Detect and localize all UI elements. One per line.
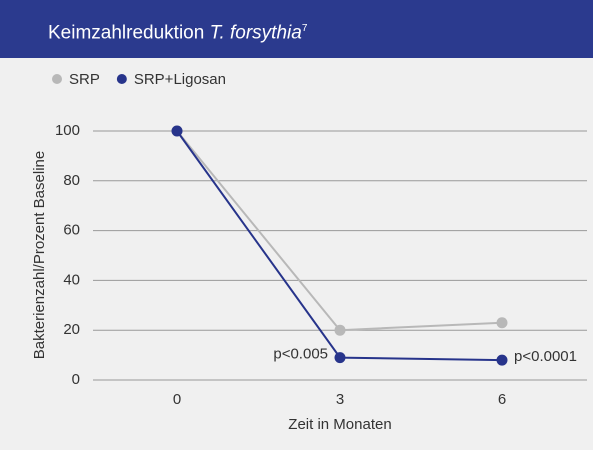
- point: [496, 317, 508, 329]
- x-tick-label: 0: [173, 391, 181, 408]
- x-axis-label: Zeit in Monaten: [288, 416, 391, 433]
- header: Keimzahlreduktion T. forsythia7: [0, 0, 593, 58]
- annotation: p<0.005: [273, 346, 328, 363]
- y-axis-label: Bakterienzahl/Prozent Baseline: [31, 151, 48, 359]
- y-tick-label: 20: [63, 321, 80, 338]
- legend-marker: [116, 74, 127, 84]
- annotation: p<0.0001: [514, 348, 577, 365]
- y-tick-label: 40: [63, 271, 80, 288]
- y-tick-label: 0: [72, 371, 80, 388]
- legend-marker: [52, 74, 62, 84]
- point: [496, 354, 508, 366]
- point: [334, 324, 346, 336]
- title-superscript: 7: [301, 23, 308, 34]
- y-tick-label: 60: [63, 222, 80, 239]
- point: [334, 352, 346, 364]
- title: Keimzahlreduktion: [48, 22, 205, 44]
- y-tick-label: 80: [63, 172, 80, 189]
- title-italic: T. forsythia: [209, 22, 302, 44]
- x-tick-label: 3: [336, 391, 344, 408]
- x-tick-label: 6: [498, 391, 506, 408]
- y-tick-label: 100: [55, 122, 80, 139]
- legend-label: SRP: [69, 71, 100, 88]
- point: [171, 125, 183, 137]
- legend-label: SRP+Ligosan: [134, 71, 226, 88]
